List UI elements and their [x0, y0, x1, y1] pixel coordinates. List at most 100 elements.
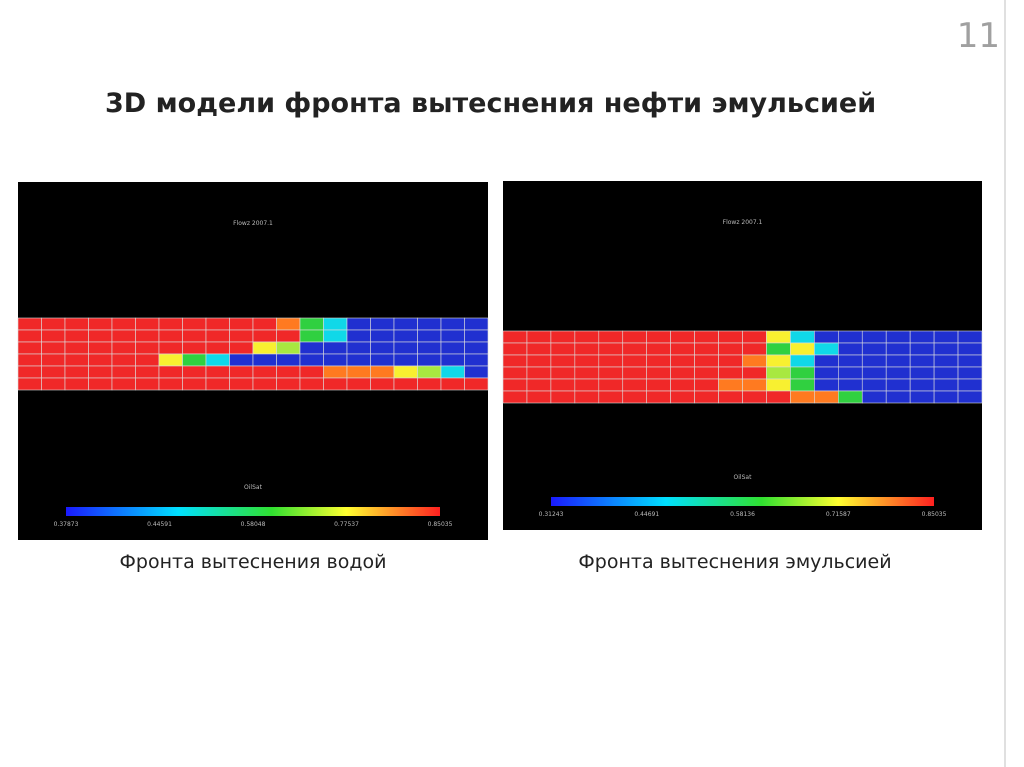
grid-cell	[694, 330, 719, 344]
grid-cell	[622, 378, 648, 392]
grid-cell	[370, 353, 395, 367]
grid-cell	[646, 330, 671, 344]
grid-cell	[670, 330, 695, 344]
grid-cell	[276, 329, 301, 343]
grid-cell	[158, 317, 183, 331]
grid-cell	[252, 377, 277, 391]
grid-cell	[346, 329, 371, 343]
grid-cell	[299, 377, 324, 391]
grid-cell	[205, 377, 230, 391]
grid-cell	[742, 390, 767, 404]
grid-cell	[718, 342, 743, 356]
grid-cell	[766, 390, 791, 404]
grid-cell	[790, 366, 815, 380]
grid-cell	[464, 329, 489, 343]
colorbar-label: OilSat	[244, 484, 263, 491]
grid-cell	[861, 390, 887, 404]
colorbar-tick-label: 0.44591	[147, 521, 172, 528]
grid-cell	[17, 377, 42, 391]
grid-cell	[622, 354, 648, 368]
grid-cell	[323, 353, 348, 367]
grid-cell	[646, 378, 671, 392]
grid-cell	[111, 377, 136, 391]
grid-cell	[417, 329, 442, 343]
colorbar	[66, 507, 440, 516]
grid-cell	[182, 341, 207, 355]
grid-cell	[370, 365, 395, 379]
grid-cell	[502, 342, 528, 356]
grid-cell	[718, 366, 743, 380]
grid-cell	[670, 390, 695, 404]
grid-cell	[550, 390, 576, 404]
grid-cell	[622, 330, 648, 344]
grid-cell	[646, 342, 671, 356]
grid-cell	[440, 341, 465, 355]
grid-cell	[158, 365, 183, 379]
grid-cell	[790, 342, 815, 356]
grid-cell	[417, 377, 442, 391]
image-title: Flowz 2007.1	[233, 220, 273, 227]
grid-cell	[276, 365, 301, 379]
grid-cell	[742, 354, 767, 368]
caption: Фронта вытеснения эмульсией	[578, 551, 891, 573]
grid-cell	[346, 353, 371, 367]
grid-cell	[135, 317, 160, 331]
grid-cell	[957, 354, 983, 368]
grid-cell	[909, 354, 935, 368]
grid-cell	[64, 353, 89, 367]
grid-cell	[718, 330, 743, 344]
grid-cell	[135, 329, 160, 343]
grid-cell	[346, 377, 371, 391]
grid-cell	[622, 366, 648, 380]
grid-cell	[299, 353, 324, 367]
grid-cell	[646, 354, 671, 368]
grid-cell	[526, 366, 552, 380]
grid-cell	[598, 354, 624, 368]
colorbar-tick-label: 0.44691	[634, 511, 659, 518]
grid-cell	[670, 378, 695, 392]
grid-cell	[393, 329, 418, 343]
grid-cell	[135, 353, 160, 367]
grid-cell	[440, 317, 465, 331]
grid-cell	[205, 365, 230, 379]
grid-cell	[861, 330, 887, 344]
grid-cell	[346, 317, 371, 331]
grid-cell	[957, 366, 983, 380]
grid-cell	[440, 353, 465, 367]
grid-cell	[229, 329, 254, 343]
colorbar-tick-label: 0.58048	[241, 521, 266, 528]
grid-cell	[17, 317, 42, 331]
grid-cell	[205, 329, 230, 343]
grid-cell	[622, 390, 648, 404]
grid-cell	[861, 378, 887, 392]
grid-cell	[276, 317, 301, 331]
grid-cell	[205, 353, 230, 367]
grid-cell	[814, 330, 839, 344]
grid-cell	[276, 377, 301, 391]
grid-cell	[17, 353, 42, 367]
grid-cell	[502, 354, 528, 368]
grid-cell	[111, 353, 136, 367]
grid-cell	[837, 354, 863, 368]
grid-cell	[417, 353, 442, 367]
grid-cell	[276, 353, 301, 367]
grid-cell	[550, 354, 576, 368]
grid-cell	[41, 329, 66, 343]
grid-cell	[440, 365, 465, 379]
grid-cell	[790, 354, 815, 368]
grid-cell	[598, 390, 624, 404]
grid-cell	[933, 342, 959, 356]
grid-cell	[646, 366, 671, 380]
grid-cell	[346, 365, 371, 379]
grid-cell	[64, 341, 89, 355]
grid-cell	[64, 317, 89, 331]
grid-cell	[742, 366, 767, 380]
grid-cell	[440, 377, 465, 391]
grid-cell	[742, 378, 767, 392]
grid-cell	[64, 329, 89, 343]
grid-cell	[88, 329, 113, 343]
grid-cell	[393, 341, 418, 355]
grid-cell	[252, 317, 277, 331]
